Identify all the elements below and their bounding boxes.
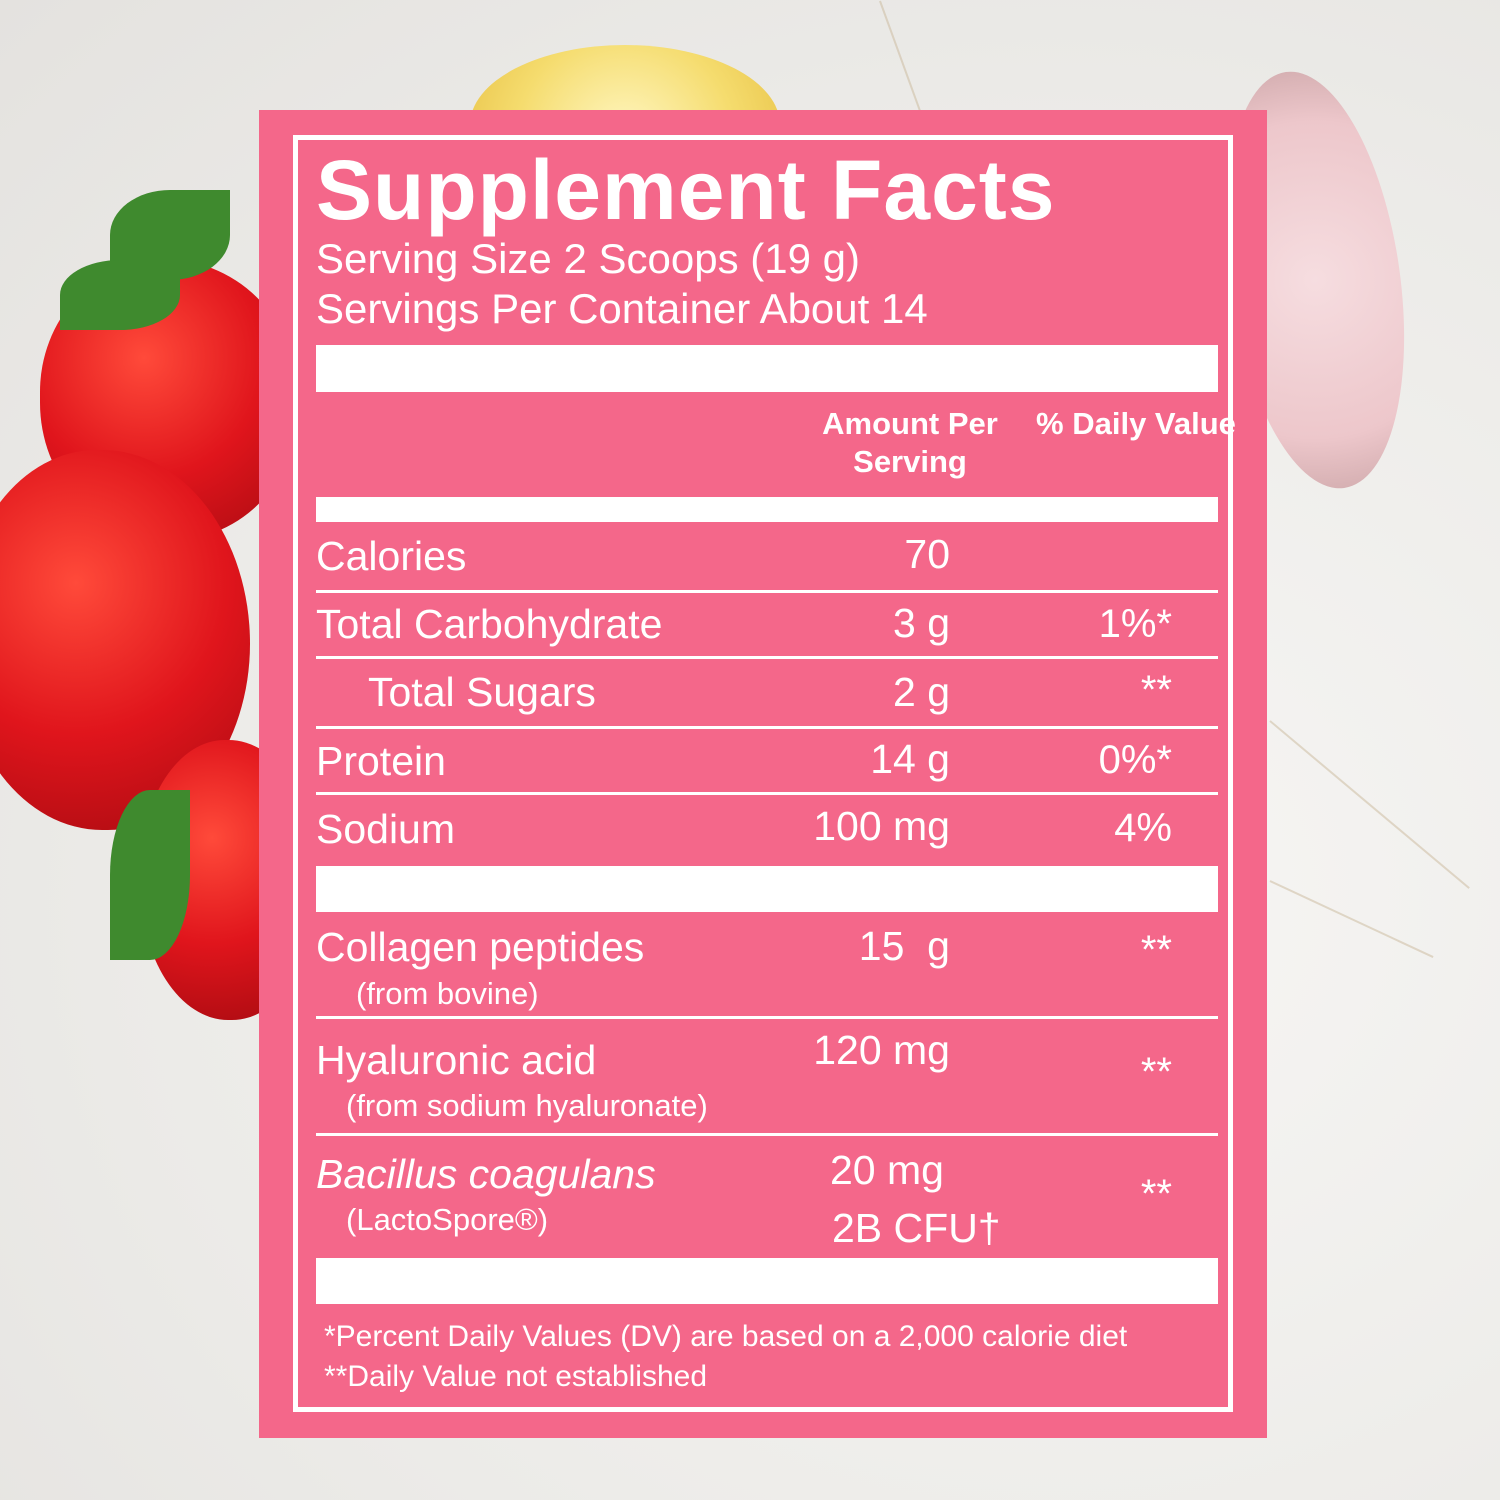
header-amount: Amount Per Serving: [822, 406, 998, 479]
row-dv: **: [1140, 668, 1172, 712]
row-amount: 100 mg: [813, 803, 950, 849]
row-name: Total Carbohydrate: [316, 601, 663, 647]
row-name: Sodium: [316, 806, 456, 852]
ingredient-amount: 20 mg: [830, 1147, 944, 1193]
row-name: Total Sugars: [368, 669, 596, 715]
strawberry-leaf-image: [60, 260, 180, 330]
row-divider: [316, 726, 1218, 729]
separator-bar: [316, 866, 1218, 912]
ingredient-source: (LactoSpore®): [346, 1202, 549, 1237]
ingredient-dv: **: [1140, 928, 1172, 972]
separator-bar: [316, 345, 1218, 392]
marble-vein: [1269, 720, 1470, 889]
ingredient-source: (from bovine): [356, 976, 539, 1011]
supplement-facts-panel: [259, 110, 1267, 1438]
row-amount: 3 g: [893, 600, 950, 646]
ingredient-source: (from sodium hyaluronate): [346, 1088, 708, 1123]
ingredient-dv: **: [1140, 1050, 1172, 1094]
ingredient-name: Collagen peptides: [316, 924, 645, 970]
row-amount: 70: [904, 531, 950, 577]
row-dv: 4%: [1114, 806, 1172, 850]
servings-per-container: Servings Per Container About 14: [316, 285, 928, 332]
row-name: Calories: [316, 533, 467, 579]
ingredient-amount: 120 mg: [813, 1027, 950, 1073]
ingredient-amount: 15 g: [858, 923, 950, 969]
serving-size: Serving Size 2 Scoops (19 g): [316, 235, 860, 282]
separator-bar: [316, 1258, 1218, 1304]
header-daily-value: % Daily Value: [1036, 406, 1236, 441]
label-frame: [293, 135, 1233, 1412]
strawberry-leaf-image: [110, 790, 190, 960]
ingredient-dv: **: [1140, 1172, 1172, 1216]
footnote-not-established: **Daily Value not established: [324, 1360, 708, 1393]
ingredient-name: Bacillus coagulans: [316, 1151, 656, 1197]
marble-vein: [1269, 880, 1434, 958]
footnote-dv: *Percent Daily Values (DV) are based on …: [324, 1320, 1128, 1353]
row-name: Protein: [316, 738, 446, 784]
separator-bar: [316, 497, 1218, 522]
row-dv: 1%*: [1098, 602, 1172, 646]
row-divider: [316, 656, 1218, 659]
row-amount: 2 g: [893, 669, 950, 715]
row-dv: 0%*: [1098, 738, 1172, 782]
row-divider: [316, 1133, 1218, 1136]
row-divider: [316, 1016, 1218, 1019]
row-amount: 14 g: [870, 736, 950, 782]
ingredient-cfu: 2B CFU†: [832, 1205, 1001, 1251]
row-divider: [316, 792, 1218, 795]
row-divider: [316, 590, 1218, 593]
label-title: Supplement Facts: [316, 143, 1056, 237]
ingredient-name: Hyaluronic acid: [316, 1037, 597, 1083]
